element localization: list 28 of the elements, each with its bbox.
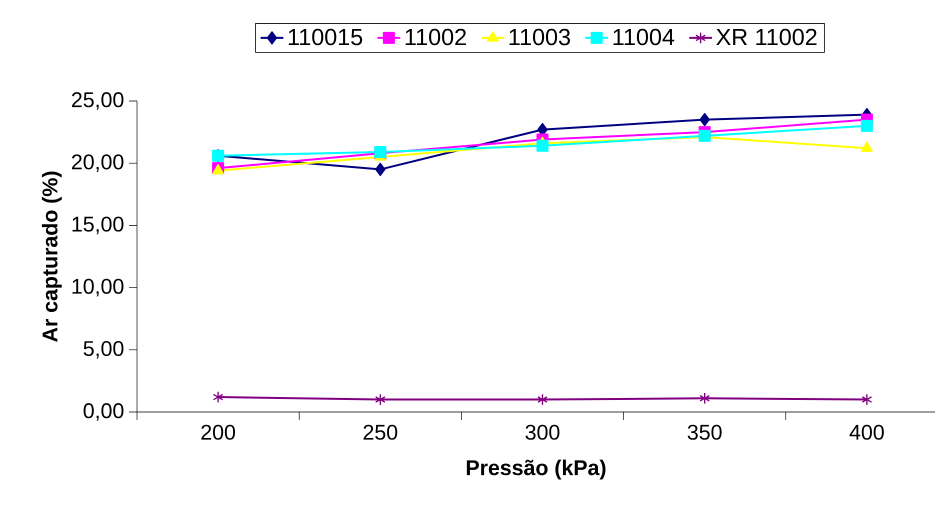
point [699,392,710,404]
point [862,394,872,406]
y-tick-label: 15,00 [72,216,124,234]
x-tick-label: 350 [688,424,722,440]
point [536,140,548,152]
x-tick-label: 400 [850,424,884,440]
y-tick-label: 25,00 [72,92,124,110]
y-axis-title: Ar capturado (%) [42,172,62,342]
y-tick-label: 10,00 [72,278,124,296]
x-tick-label: 250 [364,424,398,440]
y-tick-label: 5,00 [84,340,124,359]
point [860,120,873,132]
legend-label: 110015 [288,28,362,46]
x-tick-label: 200 [201,424,236,440]
legend-label: 11004 [614,28,674,46]
x-axis-title: Pressão (kPa) [466,460,606,480]
y-tick-label: 0,00 [84,403,124,421]
point [861,142,873,152]
point [700,112,710,126]
point [375,162,386,176]
point [537,394,548,406]
legend-label: 11002 [406,28,466,46]
x-tick-label: 300 [526,424,560,440]
point [212,391,224,404]
legend-label: XR 11002 [716,28,817,46]
legend-label: 11003 [510,28,570,46]
y-tick-label: 20,00 [72,154,124,172]
point [375,394,386,406]
